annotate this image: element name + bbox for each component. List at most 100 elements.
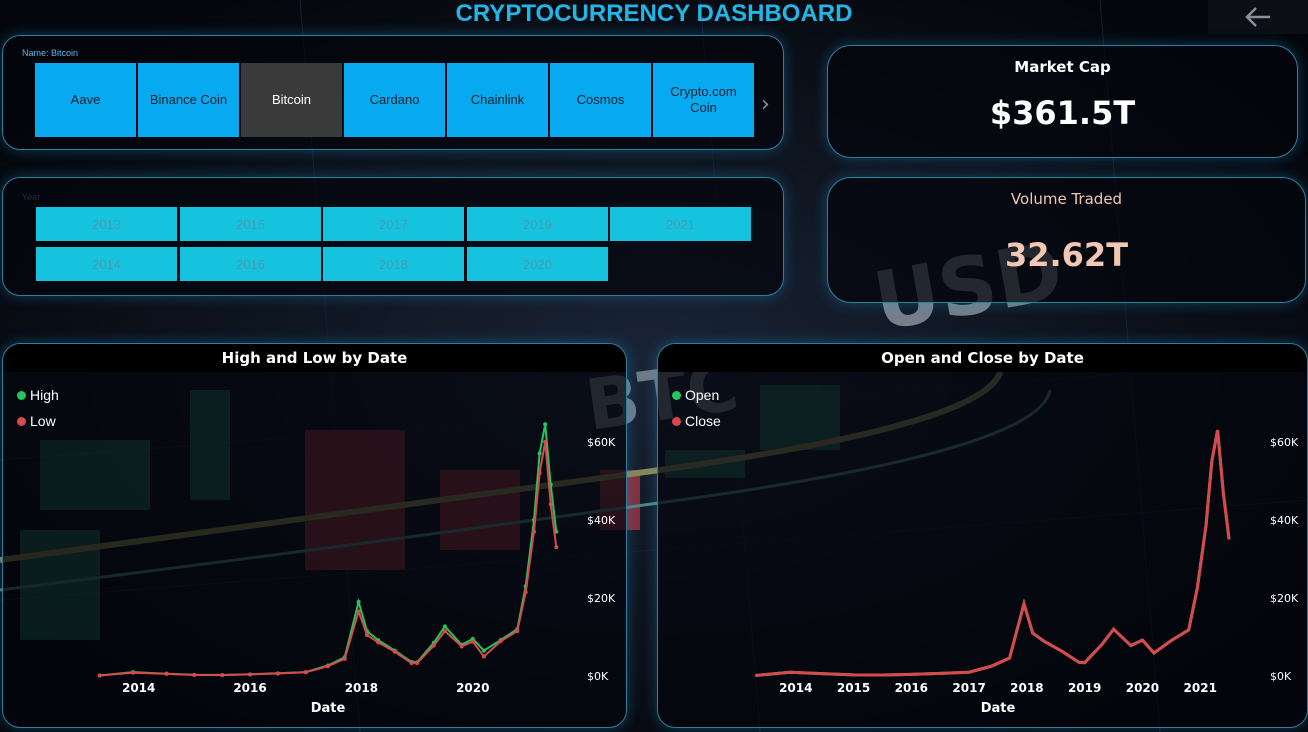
year-slicer-label: Year <box>22 192 41 202</box>
slicer-item-crypto-com-coin[interactable]: Crypto.com Coin <box>653 63 754 137</box>
data-point-low[interactable] <box>415 661 420 666</box>
data-point-low[interactable] <box>303 670 308 675</box>
slicer-item-cosmos[interactable]: Cosmos <box>550 63 651 137</box>
legend-item-close[interactable]: Close <box>672 408 721 434</box>
data-point-low[interactable] <box>554 545 559 550</box>
legend-dot-icon <box>672 390 681 400</box>
x-tick-label: 2020 <box>1126 681 1159 695</box>
data-point-low[interactable] <box>548 502 553 507</box>
high-low-chart-panel: High and Low by Date High Low $0K $20K $40… <box>2 343 627 728</box>
x-tick-label: 2021 <box>1184 681 1217 695</box>
data-point-low[interactable] <box>537 471 542 476</box>
data-point-low[interactable] <box>97 673 102 678</box>
data-point-low[interactable] <box>392 649 397 654</box>
data-point-low[interactable] <box>326 664 330 669</box>
y-tick-label: $40K <box>1270 514 1299 527</box>
data-point-low[interactable] <box>364 633 369 638</box>
data-point-high[interactable] <box>537 451 542 456</box>
data-point-low[interactable] <box>192 673 197 678</box>
data-point-low[interactable] <box>523 590 528 595</box>
legend-item-low[interactable]: Low <box>17 408 59 434</box>
data-point-low[interactable] <box>442 629 447 634</box>
y-tick-label: $0K <box>587 670 609 683</box>
year-2013-button[interactable]: 2013 <box>36 207 177 241</box>
year-2015-button[interactable]: 2015 <box>180 207 321 241</box>
data-point-low[interactable] <box>376 640 381 645</box>
legend-item-open[interactable]: Open <box>672 382 721 408</box>
data-point-high[interactable] <box>442 624 447 629</box>
open-close-legend: Open Close <box>672 382 721 434</box>
y-tick-label: $60K <box>587 436 616 449</box>
x-tick-label: 2019 <box>1068 681 1101 695</box>
open-close-chart-panel: Open and Close by Date Open Close $0K $20… <box>657 343 1308 728</box>
data-point-low[interactable] <box>342 656 347 661</box>
year-2020-button[interactable]: 2020 <box>467 247 608 281</box>
x-tick-label: 2017 <box>952 681 985 695</box>
x-tick-label: 2014 <box>779 681 812 695</box>
series-line-high[interactable] <box>99 424 558 677</box>
market-cap-card: Market Cap $361.5T <box>827 45 1298 158</box>
slicer-item-aave[interactable]: Aave <box>35 63 136 137</box>
x-axis-label: Date <box>311 701 346 716</box>
legend-dot-icon <box>17 390 26 400</box>
data-point-low[interactable] <box>164 671 169 676</box>
data-point-low[interactable] <box>248 672 253 677</box>
market-cap-value: $361.5T <box>989 94 1136 132</box>
legend-item-high[interactable]: High <box>17 382 59 408</box>
back-button[interactable] <box>1208 0 1308 34</box>
data-point-low[interactable] <box>459 644 464 649</box>
name-slicer-label: Name: Bitcoin <box>22 48 79 58</box>
high-low-chart-title: High and Low by Date <box>3 344 626 372</box>
high-low-legend: High Low <box>17 382 59 434</box>
data-point-low[interactable] <box>470 639 475 644</box>
data-point-low[interactable] <box>131 670 136 675</box>
data-point-low[interactable] <box>220 673 225 678</box>
legend-dot-icon <box>17 416 26 426</box>
open-close-line-chart[interactable]: $0K $20K $40K $60K 2014 2015 2016 2017 2018 2019 2… <box>658 344 1307 727</box>
data-point-low[interactable] <box>532 529 537 534</box>
x-tick-label: 2016 <box>895 681 928 695</box>
slicer-item-bitcoin[interactable]: Bitcoin <box>241 63 342 137</box>
back-arrow-icon <box>1245 7 1270 27</box>
series-line-close[interactable] <box>755 429 1231 677</box>
y-tick-label: $20K <box>1270 592 1299 605</box>
data-point-low[interactable] <box>498 639 503 644</box>
market-cap-title: Market Cap <box>1014 58 1111 76</box>
dashboard-title: CRYPTOCURRENCY DASHBOARD <box>455 0 853 27</box>
y-tick-label: $60K <box>1270 436 1299 449</box>
volume-traded-card: Volume Traded 32.62T <box>827 177 1306 303</box>
data-point-high[interactable] <box>356 599 361 604</box>
slicer-item-cardano[interactable]: Cardano <box>344 63 445 137</box>
year-2021-button[interactable]: 2021 <box>610 207 751 241</box>
x-tick-label: 2014 <box>122 681 155 695</box>
x-tick-label: 2018 <box>345 681 378 695</box>
year-2014-button[interactable]: 2014 <box>36 247 177 281</box>
data-point-high[interactable] <box>470 636 475 641</box>
x-tick-label: 2018 <box>1010 681 1043 695</box>
slicer-item-binance-coin[interactable]: Binance Coin <box>138 63 239 137</box>
data-point-low[interactable] <box>409 661 414 666</box>
year-2019-button[interactable]: 2019 <box>467 207 608 241</box>
data-point-low[interactable] <box>431 643 436 648</box>
x-axis-label: Date <box>981 701 1016 716</box>
high-low-line-chart[interactable]: $0K $20K $40K $60K 2014 2016 2018 2020 Date <box>3 344 626 727</box>
slicer-item-chainlink[interactable]: Chainlink <box>447 63 548 137</box>
data-point-high[interactable] <box>543 422 548 427</box>
series-line-open[interactable] <box>755 429 1231 677</box>
data-point-high[interactable] <box>481 648 486 653</box>
data-point-low[interactable] <box>356 609 361 614</box>
year-2016-button[interactable]: 2016 <box>180 247 321 281</box>
year-2017-button[interactable]: 2017 <box>323 207 464 241</box>
volume-traded-value: 32.62T <box>1004 236 1129 274</box>
data-point-low[interactable] <box>481 654 486 659</box>
year-2018-button[interactable]: 2018 <box>323 247 464 281</box>
x-tick-label: 2020 <box>456 681 489 695</box>
series-line-low[interactable] <box>99 441 558 677</box>
open-close-chart-title: Open and Close by Date <box>658 344 1307 372</box>
data-point-low[interactable] <box>515 629 520 634</box>
x-tick-label: 2016 <box>233 681 266 695</box>
data-point-low[interactable] <box>543 439 548 444</box>
data-point-low[interactable] <box>275 671 280 676</box>
chevron-right-icon[interactable]: › <box>761 92 770 117</box>
legend-dot-icon <box>672 416 681 426</box>
